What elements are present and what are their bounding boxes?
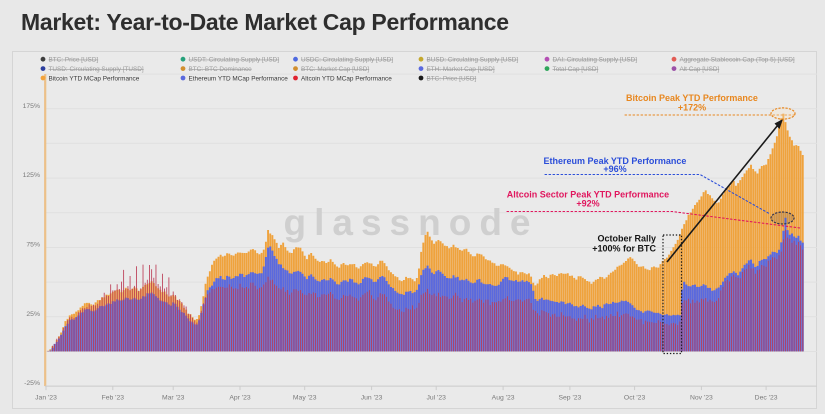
svg-text:Sep '23: Sep '23 xyxy=(558,395,581,402)
svg-text:Nov '23: Nov '23 xyxy=(690,395,713,402)
svg-text:Feb '23: Feb '23 xyxy=(102,395,125,402)
svg-text:Ethereum Peak YTD Performance: Ethereum Peak YTD Performance xyxy=(544,156,687,166)
svg-text:Altcoin YTD MCap Performance: Altcoin YTD MCap Performance xyxy=(301,75,392,82)
svg-text:May '23: May '23 xyxy=(293,395,317,402)
svg-text:Mar '23: Mar '23 xyxy=(162,395,185,402)
svg-text:Apr '23: Apr '23 xyxy=(229,395,251,402)
svg-text:USDT: Circulating Supply [USD]: USDT: Circulating Supply [USD] xyxy=(189,57,280,64)
svg-text:Jan '23: Jan '23 xyxy=(35,395,57,402)
svg-text:Total Cap [USD]: Total Cap [USD] xyxy=(553,66,599,73)
svg-text:DAI: Circulating Supply [USD]: DAI: Circulating Supply [USD] xyxy=(553,57,638,64)
svg-text:+172%: +172% xyxy=(678,103,706,113)
svg-text:ETH: Market Cap [USD]: ETH: Market Cap [USD] xyxy=(427,66,495,73)
svg-text:Dec '23: Dec '23 xyxy=(755,395,778,402)
svg-text:Altcoin Sector Peak YTD Perfor: Altcoin Sector Peak YTD Performance xyxy=(507,190,669,200)
svg-text:Oct '23: Oct '23 xyxy=(624,395,646,402)
svg-text:BTC: Price [USD]: BTC: Price [USD] xyxy=(49,57,99,64)
svg-text:25%: 25% xyxy=(26,311,40,318)
svg-text:125%: 125% xyxy=(23,172,40,179)
svg-text:Bitcoin YTD MCap Performance: Bitcoin YTD MCap Performance xyxy=(49,75,140,82)
svg-text:BUSD: Circulating Supply [USD]: BUSD: Circulating Supply [USD] xyxy=(427,57,519,64)
svg-text:Market: Year-to-Date Market Ca: Market: Year-to-Date Market Cap Performa… xyxy=(21,9,509,35)
svg-text:BTC: Market Cap [USD]: BTC: Market Cap [USD] xyxy=(301,66,369,73)
svg-text:+92%: +92% xyxy=(576,199,599,209)
svg-text:Aug '23: Aug '23 xyxy=(492,395,515,402)
svg-text:Aggregate Stablecoin Cap (Top: Aggregate Stablecoin Cap (Top 5) [USD] xyxy=(680,57,795,64)
svg-text:Jun '23: Jun '23 xyxy=(361,395,383,402)
svg-text:glassnode: glassnode xyxy=(284,202,539,243)
svg-text:175%: 175% xyxy=(23,103,40,110)
svg-text:Jul '23: Jul '23 xyxy=(426,395,446,402)
svg-text:TUSD: Circulating Supply [TUSD: TUSD: Circulating Supply [TUSD] xyxy=(49,66,144,73)
svg-text:Alt Cap [USD]: Alt Cap [USD] xyxy=(680,66,720,73)
svg-text:+100% for BTC: +100% for BTC xyxy=(592,244,656,254)
svg-text:October Rally: October Rally xyxy=(597,234,656,244)
svg-text:-25%: -25% xyxy=(24,380,40,387)
svg-text:75%: 75% xyxy=(26,241,40,248)
svg-text:Bitcoin Peak YTD Performance: Bitcoin Peak YTD Performance xyxy=(626,93,758,103)
svg-text:Ethereum YTD MCap Performance: Ethereum YTD MCap Performance xyxy=(189,75,289,82)
svg-text:BTC: BTC Dominance: BTC: BTC Dominance xyxy=(189,66,253,73)
svg-text:+96%: +96% xyxy=(603,164,626,174)
svg-text:USDC: Circulating Supply [USD]: USDC: Circulating Supply [USD] xyxy=(301,57,393,64)
svg-text:BTC: Price [USD]: BTC: Price [USD] xyxy=(427,75,477,82)
